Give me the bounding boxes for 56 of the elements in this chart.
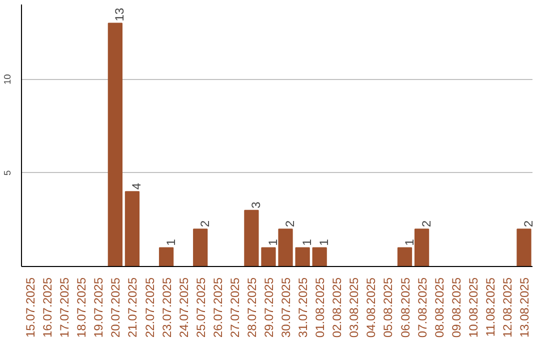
data-label: 1: [317, 238, 332, 246]
bar: [516, 228, 532, 266]
data-label: 1: [164, 238, 178, 246]
y-tick-label: 5: [2, 170, 12, 176]
bar: [108, 22, 122, 266]
x-tick-label: 27.07.2025: [228, 277, 242, 338]
bar: [312, 247, 327, 266]
bar: [158, 247, 174, 266]
data-label: 1: [266, 238, 280, 246]
bar: [414, 228, 430, 266]
x-tick-label: 11.08.2025: [483, 277, 498, 337]
x-tick-label: 06.08.2025: [398, 277, 412, 338]
x-tick-label: 03.08.2025: [347, 277, 362, 338]
bar: [124, 191, 140, 266]
x-tick-label: 07.08.2025: [415, 277, 430, 338]
x-tick-label: 13.08.2025: [517, 277, 532, 338]
data-label: 2: [198, 220, 212, 228]
x-tick-label: 31.07.2025: [296, 277, 310, 338]
x-tick-label: 15.07.2025: [24, 277, 38, 338]
bar: [295, 247, 310, 266]
x-tick-label: 17.07.2025: [58, 277, 72, 338]
bar: [193, 228, 208, 266]
data-label: 3: [248, 201, 263, 208]
bar: [261, 247, 276, 266]
x-tick-label: 25.07.2025: [194, 277, 208, 338]
bar: [244, 210, 259, 266]
x-tick-label: 20.07.2025: [108, 277, 123, 338]
x-tick-label: 24.07.2025: [176, 277, 191, 338]
data-label: 2: [283, 220, 298, 228]
x-tick-label: 01.08.2025: [313, 277, 328, 338]
x-tick-label: 22.07.2025: [142, 277, 157, 338]
x-tick-label: 04.08.2025: [364, 277, 378, 338]
bar: [397, 247, 412, 266]
data-label: 2: [521, 220, 536, 228]
data-label: 2: [419, 220, 434, 228]
y-tick-label: 10: [2, 74, 12, 85]
x-tick-label: 08.08.2025: [432, 277, 446, 338]
x-tick-label: 09.08.2025: [449, 277, 464, 338]
data-label: 13: [112, 8, 127, 22]
x-tick-label: 26.07.2025: [210, 277, 225, 338]
x-tick-label: 12.08.2025: [500, 277, 514, 338]
x-tick-label: 10.08.2025: [466, 277, 480, 338]
x-tick-label: 29.07.2025: [262, 277, 276, 338]
x-tick-label: 23.07.2025: [160, 277, 174, 338]
x-tick-label: 21.07.2025: [126, 277, 140, 338]
data-label: 1: [300, 238, 314, 246]
data-label: 1: [402, 238, 416, 246]
x-tick-label: 18.07.2025: [74, 277, 89, 338]
bar: [278, 228, 293, 266]
x-tick-label: 19.07.2025: [92, 277, 106, 338]
data-label: 4: [130, 182, 144, 190]
x-tick-label: 02.08.2025: [330, 277, 344, 338]
x-tick-label: 28.07.2025: [244, 277, 259, 338]
x-tick-label: 16.07.2025: [40, 277, 55, 338]
x-tick-label: 30.07.2025: [279, 277, 294, 338]
x-tick-label: 05.08.2025: [381, 277, 396, 338]
